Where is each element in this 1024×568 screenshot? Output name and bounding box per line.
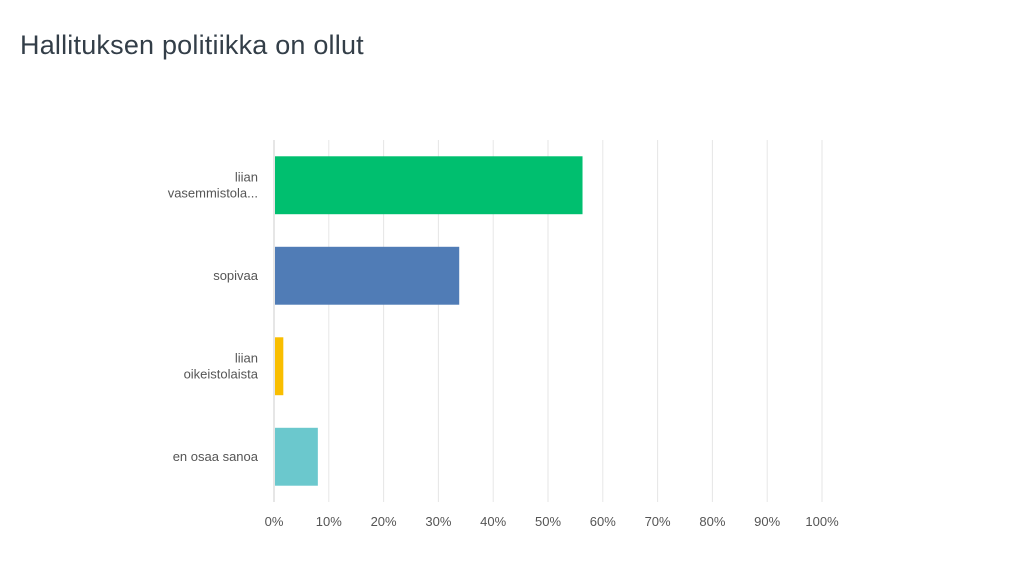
x-tick-label: 50% (535, 514, 561, 529)
bars (275, 156, 583, 486)
x-tick-labels: 0% 10% 20% 30% 40% 50% 60% 70% 80% 90% 100% (265, 514, 839, 529)
category-label: en osaa sanoa (173, 449, 259, 464)
x-tick-label: 10% (316, 514, 342, 529)
category-label: liian oikeistolaista (184, 350, 259, 381)
x-tick-label: 100% (805, 514, 839, 529)
bar (275, 337, 284, 396)
bar (275, 156, 583, 215)
x-tick-label: 60% (590, 514, 616, 529)
x-tick-label: 20% (371, 514, 397, 529)
category-label: sopivaa (213, 268, 259, 283)
category-label: liian vasemmistola... (168, 169, 258, 200)
x-tick-label: 70% (645, 514, 671, 529)
x-tick-label: 40% (480, 514, 506, 529)
bar (275, 427, 318, 486)
x-tick-label: 80% (699, 514, 725, 529)
category-label-line: en osaa sanoa (173, 449, 259, 464)
x-tick-label: 0% (265, 514, 284, 529)
category-label-line: liian (235, 169, 258, 184)
chart-title: Hallituksen politiikka on ollut (20, 30, 364, 60)
x-tick-label: 30% (425, 514, 451, 529)
category-label-line: liian (235, 350, 258, 365)
bar (275, 246, 460, 305)
category-label-line: vasemmistola... (168, 185, 258, 200)
category-label-line: oikeistolaista (184, 366, 259, 381)
category-label-line: sopivaa (213, 268, 259, 283)
x-tick-label: 90% (754, 514, 780, 529)
